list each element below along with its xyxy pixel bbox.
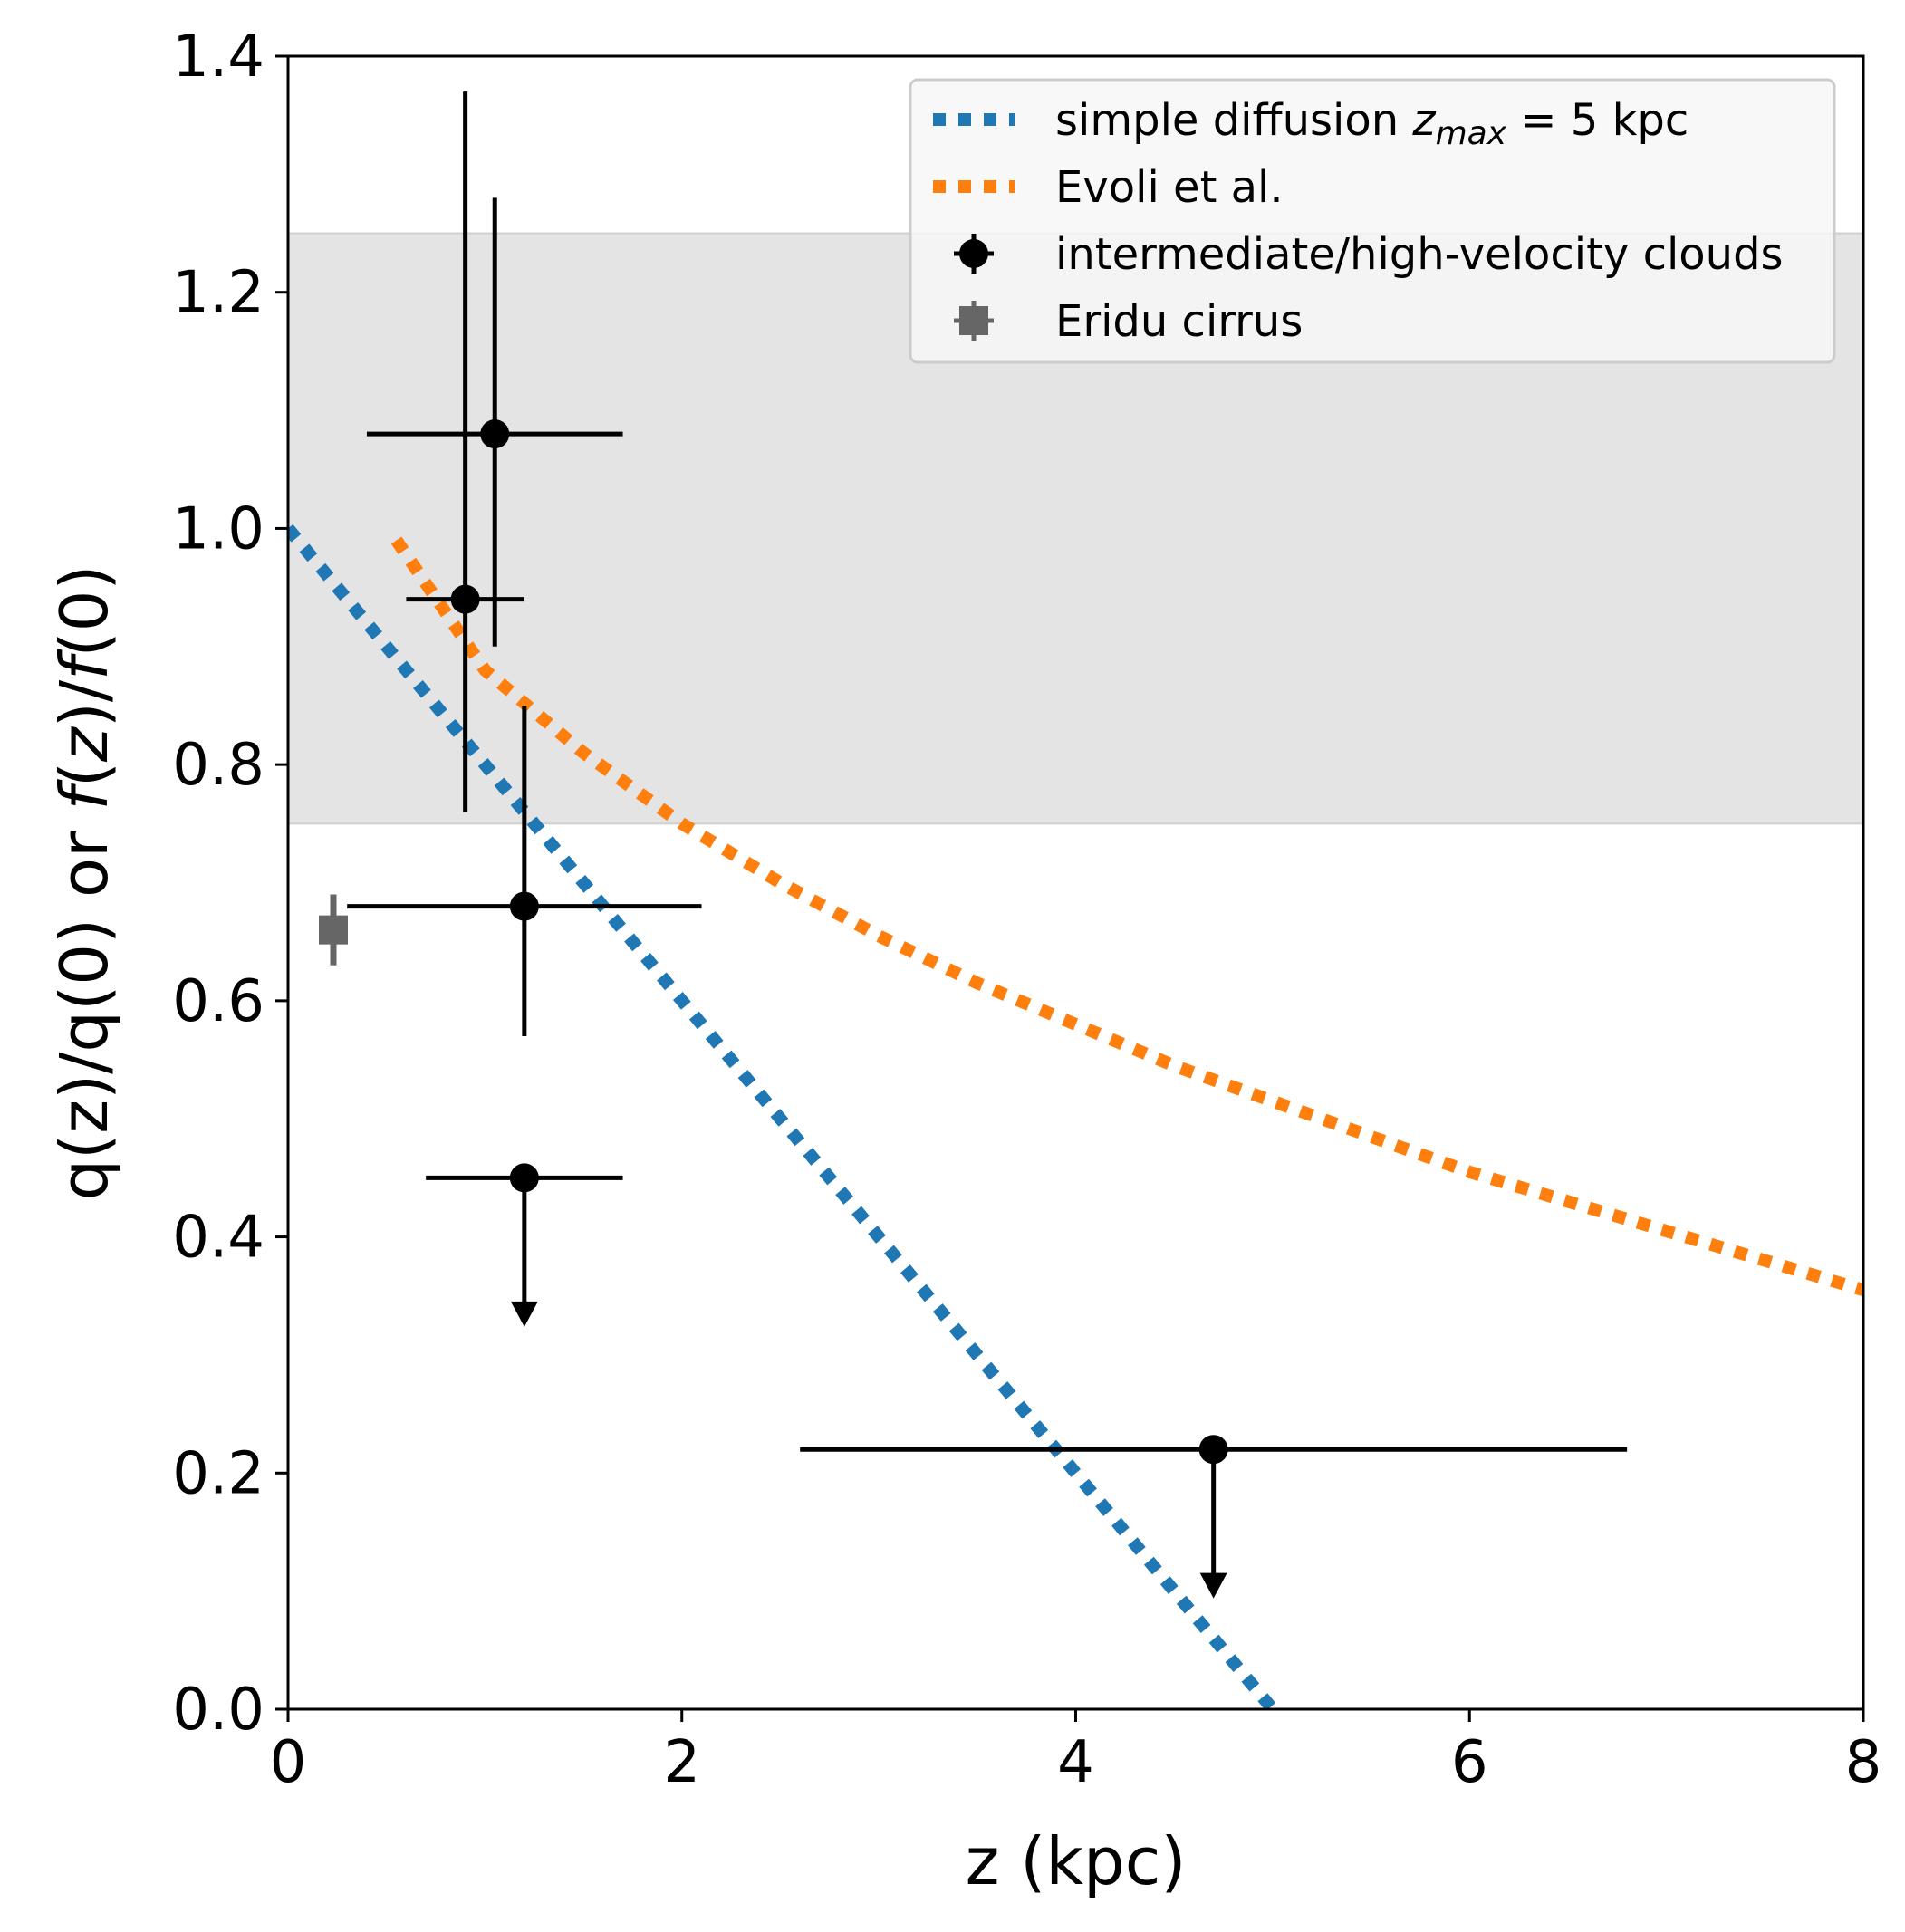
y-axis-label-part: (0) — [46, 564, 122, 657]
x-tick-label: 0 — [270, 1729, 307, 1796]
cloud-point-1 — [406, 91, 524, 812]
y-tick-label: 0.2 — [172, 1440, 265, 1507]
x-tick-label: 6 — [1451, 1729, 1488, 1796]
legend-entry-2: intermediate/high-velocity clouds — [954, 229, 1784, 280]
y-tick-label: 0.8 — [172, 732, 265, 799]
y-tick-label: 1.4 — [172, 24, 265, 91]
legend: simple diffusion zmax = 5 kpc Evoli et al… — [909, 78, 1836, 364]
series-line-simple-diffusion — [288, 524, 1278, 1709]
y-axis-label-part: q(z)/q(0) or — [46, 810, 122, 1200]
legend-entry-0: simple diffusion zmax = 5 kpc — [933, 95, 1689, 152]
legend-label: Evoli et al. — [1055, 162, 1284, 213]
legend-label-part: Evoli et al. — [1055, 162, 1284, 213]
y-axis-label-part: )/ — [46, 679, 122, 727]
x-tick-label: 4 — [1057, 1729, 1094, 1796]
cloud-point-0 — [366, 197, 623, 647]
cloud-point-4 — [800, 1435, 1628, 1599]
circle-marker — [450, 584, 480, 614]
legend-label-part: z — [1411, 95, 1437, 146]
series-line-evoli — [390, 536, 1863, 1296]
y-tick-label: 0.4 — [172, 1205, 265, 1272]
legend-label-part: intermediate/high-velocity clouds — [1055, 229, 1784, 280]
circle-marker — [1198, 1435, 1228, 1465]
cloud-point-2 — [347, 705, 702, 1036]
y-tick-label: 0.6 — [172, 968, 265, 1035]
axes: 0 2 4 6 8 0.0 0.2 0.4 0.6 0.8 1.0 1.2 1.4 z (kpc) q(z)… — [46, 24, 1881, 1899]
upper-limit-arrow-head — [510, 1301, 538, 1327]
legend-square-marker — [959, 306, 988, 335]
square-marker — [318, 915, 348, 945]
y-tick-label: 1.2 — [172, 260, 265, 327]
x-tick-label: 8 — [1845, 1729, 1882, 1796]
legend-label: simple diffusion zmax = 5 kpc — [1055, 95, 1689, 152]
legend-label-part: simple diffusion — [1055, 95, 1412, 146]
y-axis-label-part: ( — [46, 762, 122, 787]
legend-entry-3: Eridu cirrus — [954, 296, 1303, 347]
y-axis-label: q(z)/q(0) or f(z)/f(0) — [46, 564, 122, 1200]
y-tick-label: 1.0 — [172, 495, 265, 562]
legend-label: intermediate/high-velocity clouds — [1055, 229, 1784, 280]
x-axis-label: z (kpc) — [966, 1823, 1187, 1899]
upper-limit-arrow-head — [1199, 1572, 1227, 1599]
eridu-point-0 — [318, 894, 348, 966]
circle-marker — [480, 419, 510, 449]
legend-label-part: Eridu cirrus — [1055, 296, 1303, 347]
legend-box — [909, 78, 1836, 364]
y-axis-label-part: z — [46, 726, 122, 763]
cloud-point-3 — [426, 1163, 623, 1327]
x-tick-label: 2 — [663, 1729, 700, 1796]
legend-label-part: max — [1436, 115, 1507, 152]
circle-marker — [509, 891, 539, 921]
y-tick-label: 0.0 — [172, 1677, 265, 1744]
legend-circle-marker — [959, 239, 988, 268]
legend-label: Eridu cirrus — [1055, 296, 1303, 347]
legend-label-part: = 5 kpc — [1506, 95, 1689, 146]
circle-marker — [509, 1163, 539, 1193]
legend-entry-1: Evoli et al. — [933, 162, 1284, 213]
